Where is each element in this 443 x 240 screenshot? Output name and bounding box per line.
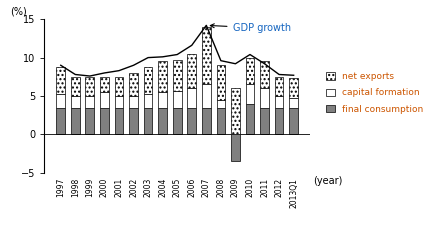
Bar (129, 96, 138, 108)
Bar (115, 77, 123, 96)
Bar (245, 104, 254, 134)
Bar (231, 88, 240, 134)
Bar (173, 108, 182, 134)
Bar (187, 88, 196, 108)
Bar (217, 100, 225, 108)
Bar (289, 97, 298, 108)
Bar (85, 96, 94, 108)
Bar (129, 108, 138, 134)
Bar (275, 77, 284, 96)
Bar (144, 94, 152, 108)
Bar (289, 78, 298, 97)
Bar (100, 108, 109, 134)
Bar (85, 108, 94, 134)
Bar (275, 96, 284, 108)
Bar (144, 108, 152, 134)
Bar (245, 84, 254, 104)
Bar (158, 108, 167, 134)
Bar (56, 67, 65, 94)
Bar (217, 108, 225, 134)
Bar (275, 108, 284, 134)
Bar (115, 108, 123, 134)
Bar (71, 77, 80, 96)
Bar (202, 27, 211, 84)
Bar (71, 108, 80, 134)
Bar (217, 65, 225, 100)
Bar (115, 96, 123, 108)
Bar (260, 108, 269, 134)
Bar (56, 94, 65, 108)
Bar (144, 67, 152, 94)
Bar (245, 58, 254, 84)
Bar (289, 108, 298, 134)
Bar (100, 77, 109, 92)
Bar (260, 88, 269, 108)
Bar (173, 91, 182, 108)
Bar (85, 77, 94, 96)
Bar (202, 108, 211, 134)
Legend: net exports, capital formation, final consumption: net exports, capital formation, final co… (325, 71, 424, 114)
Bar (202, 84, 211, 108)
Bar (187, 54, 196, 88)
Text: (year): (year) (313, 176, 342, 186)
Bar (231, 134, 240, 161)
Bar (56, 108, 65, 134)
Bar (260, 61, 269, 88)
Bar (71, 96, 80, 108)
Bar (158, 61, 167, 92)
Bar (158, 92, 167, 108)
Text: (%): (%) (10, 6, 27, 16)
Bar (187, 108, 196, 134)
Bar (129, 73, 138, 96)
Bar (173, 60, 182, 91)
Bar (100, 92, 109, 108)
Text: GDP growth: GDP growth (210, 23, 291, 33)
